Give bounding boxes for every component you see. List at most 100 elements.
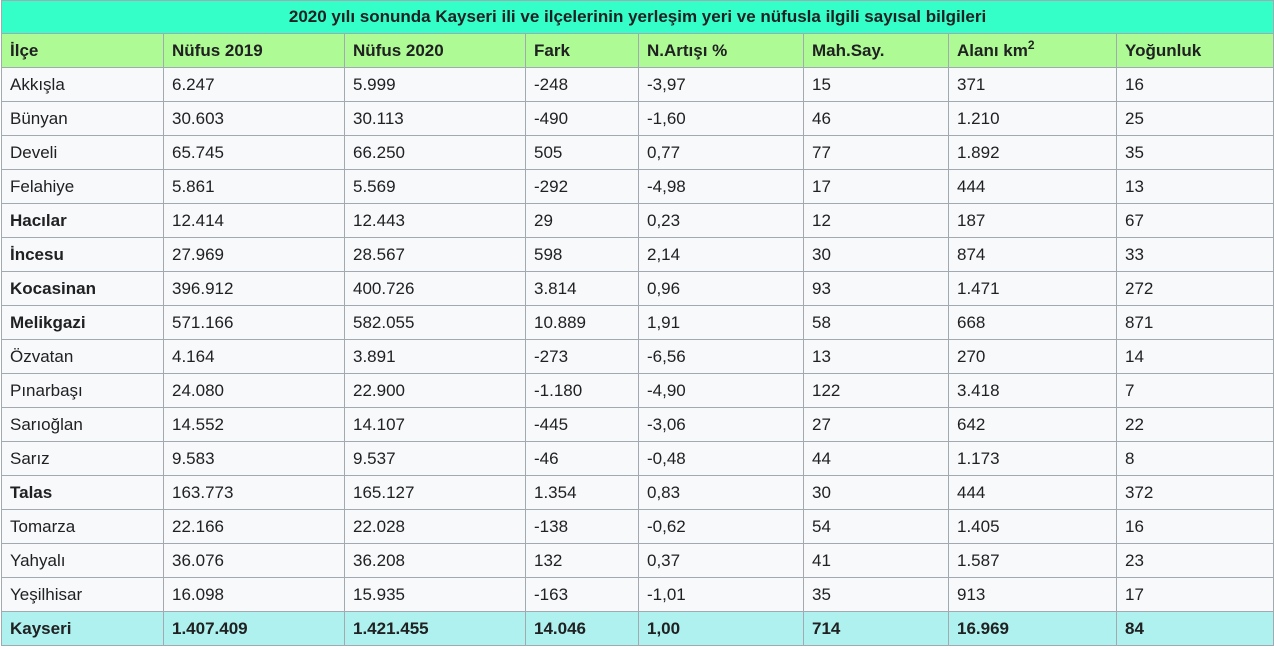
cell-alan: 187 — [948, 203, 1117, 238]
cell-ilce: Sarız — [1, 441, 164, 476]
cell-nufus-2020: 3.891 — [344, 339, 526, 374]
cell-mah-say: 54 — [803, 509, 949, 544]
cell-nufus-2019: 396.912 — [163, 271, 345, 306]
cell-fark: 3.814 — [525, 271, 639, 306]
cell-yogunluk: 16 — [1115, 509, 1274, 544]
cell-nufus-2019: 4.164 — [163, 339, 345, 374]
cell-mah-say: 44 — [803, 441, 949, 476]
cell-artis: -4,98 — [638, 169, 804, 204]
total-mah-say: 714 — [803, 611, 949, 646]
table-row: Kocasinan 396.912 400.726 3.814 0,96 93 1.471 2… — [1, 271, 1274, 306]
cell-fark: -292 — [525, 169, 639, 204]
header-artis: N.Artışı % — [638, 33, 804, 68]
cell-artis: -6,56 — [638, 339, 804, 374]
total-ilce: Kayseri — [1, 611, 164, 646]
cell-artis: 0,83 — [638, 475, 804, 510]
table-row: Bünyan 30.603 30.113 -490 -1,60 46 1.210 25 — [1, 101, 1274, 136]
cell-alan: 1.173 — [948, 441, 1117, 476]
cell-nufus-2019: 30.603 — [163, 101, 345, 136]
cell-mah-say: 30 — [803, 475, 949, 510]
cell-fark: 1.354 — [525, 475, 639, 510]
cell-yogunluk: 372 — [1115, 475, 1274, 510]
cell-yogunluk: 67 — [1115, 203, 1274, 238]
cell-fark: 505 — [525, 135, 639, 170]
cell-nufus-2019: 24.080 — [163, 373, 345, 408]
cell-nufus-2020: 28.567 — [344, 237, 526, 272]
table-caption: 2020 yılı sonunda Kayseri ili ve ilçeler… — [0, 0, 1274, 34]
cell-mah-say: 27 — [803, 407, 949, 442]
cell-nufus-2020: 5.569 — [344, 169, 526, 204]
cell-nufus-2020: 582.055 — [344, 305, 526, 340]
table-row: İncesu 27.969 28.567 598 2,14 30 874 33 — [1, 237, 1274, 272]
cell-nufus-2020: 22.028 — [344, 509, 526, 544]
cell-yogunluk: 871 — [1115, 305, 1274, 340]
cell-nufus-2019: 571.166 — [163, 305, 345, 340]
cell-alan: 1.892 — [948, 135, 1117, 170]
cell-fark: -1.180 — [525, 373, 639, 408]
cell-artis: 0,23 — [638, 203, 804, 238]
cell-alan: 371 — [948, 67, 1117, 102]
cell-mah-say: 13 — [803, 339, 949, 374]
cell-ilce: Kocasinan — [1, 271, 164, 306]
table-row: Sarıoğlan 14.552 14.107 -445 -3,06 27 642 22 — [1, 407, 1274, 442]
cell-artis: -3,97 — [638, 67, 804, 102]
cell-yogunluk: 7 — [1115, 373, 1274, 408]
cell-fark: 598 — [525, 237, 639, 272]
cell-artis: 0,37 — [638, 543, 804, 578]
table-header-row: İlçe Nüfus 2019 Nüfus 2020 Fark N.Artışı… — [1, 33, 1274, 68]
header-fark: Fark — [525, 33, 639, 68]
cell-nufus-2019: 14.552 — [163, 407, 345, 442]
cell-fark: -248 — [525, 67, 639, 102]
cell-ilce: Yeşilhisar — [1, 577, 164, 612]
cell-nufus-2019: 12.414 — [163, 203, 345, 238]
table-row: Özvatan 4.164 3.891 -273 -6,56 13 270 14 — [1, 339, 1274, 374]
cell-artis: -0,62 — [638, 509, 804, 544]
header-ilce: İlçe — [1, 33, 164, 68]
cell-nufus-2020: 14.107 — [344, 407, 526, 442]
cell-artis: -3,06 — [638, 407, 804, 442]
table-row: Akkışla 6.247 5.999 -248 -3,97 15 371 16 — [1, 67, 1274, 102]
cell-ilce: Develi — [1, 135, 164, 170]
cell-nufus-2019: 22.166 — [163, 509, 345, 544]
cell-nufus-2020: 36.208 — [344, 543, 526, 578]
cell-ilce: Özvatan — [1, 339, 164, 374]
cell-artis: 2,14 — [638, 237, 804, 272]
cell-fark: -138 — [525, 509, 639, 544]
cell-nufus-2020: 9.537 — [344, 441, 526, 476]
cell-alan: 1.405 — [948, 509, 1117, 544]
cell-alan: 444 — [948, 169, 1117, 204]
cell-yogunluk: 8 — [1115, 441, 1274, 476]
header-mah-say: Mah.Say. — [803, 33, 949, 68]
cell-fark: 29 — [525, 203, 639, 238]
cell-alan: 642 — [948, 407, 1117, 442]
cell-alan: 1.471 — [948, 271, 1117, 306]
header-alan-label: Alanı km — [957, 40, 1028, 60]
cell-nufus-2020: 66.250 — [344, 135, 526, 170]
cell-nufus-2019: 6.247 — [163, 67, 345, 102]
cell-fark: -490 — [525, 101, 639, 136]
cell-yogunluk: 16 — [1115, 67, 1274, 102]
cell-fark: -445 — [525, 407, 639, 442]
cell-mah-say: 46 — [803, 101, 949, 136]
total-nufus-2020: 1.421.455 — [344, 611, 526, 646]
cell-ilce: Bünyan — [1, 101, 164, 136]
cell-ilce: Melikgazi — [1, 305, 164, 340]
header-alan: Alanı km2 — [948, 33, 1117, 68]
cell-yogunluk: 14 — [1115, 339, 1274, 374]
cell-ilce: Talas — [1, 475, 164, 510]
table-row: Yahyalı 36.076 36.208 132 0,37 41 1.587 23 — [1, 543, 1274, 578]
cell-nufus-2020: 22.900 — [344, 373, 526, 408]
cell-nufus-2020: 15.935 — [344, 577, 526, 612]
cell-ilce: Felahiye — [1, 169, 164, 204]
table-row: Develi 65.745 66.250 505 0,77 77 1.892 35 — [1, 135, 1274, 170]
cell-mah-say: 12 — [803, 203, 949, 238]
cell-yogunluk: 272 — [1115, 271, 1274, 306]
cell-alan: 1.210 — [948, 101, 1117, 136]
cell-mah-say: 122 — [803, 373, 949, 408]
cell-artis: -1,01 — [638, 577, 804, 612]
cell-artis: -4,90 — [638, 373, 804, 408]
cell-ilce: Sarıoğlan — [1, 407, 164, 442]
cell-ilce: Hacılar — [1, 203, 164, 238]
cell-fark: -273 — [525, 339, 639, 374]
